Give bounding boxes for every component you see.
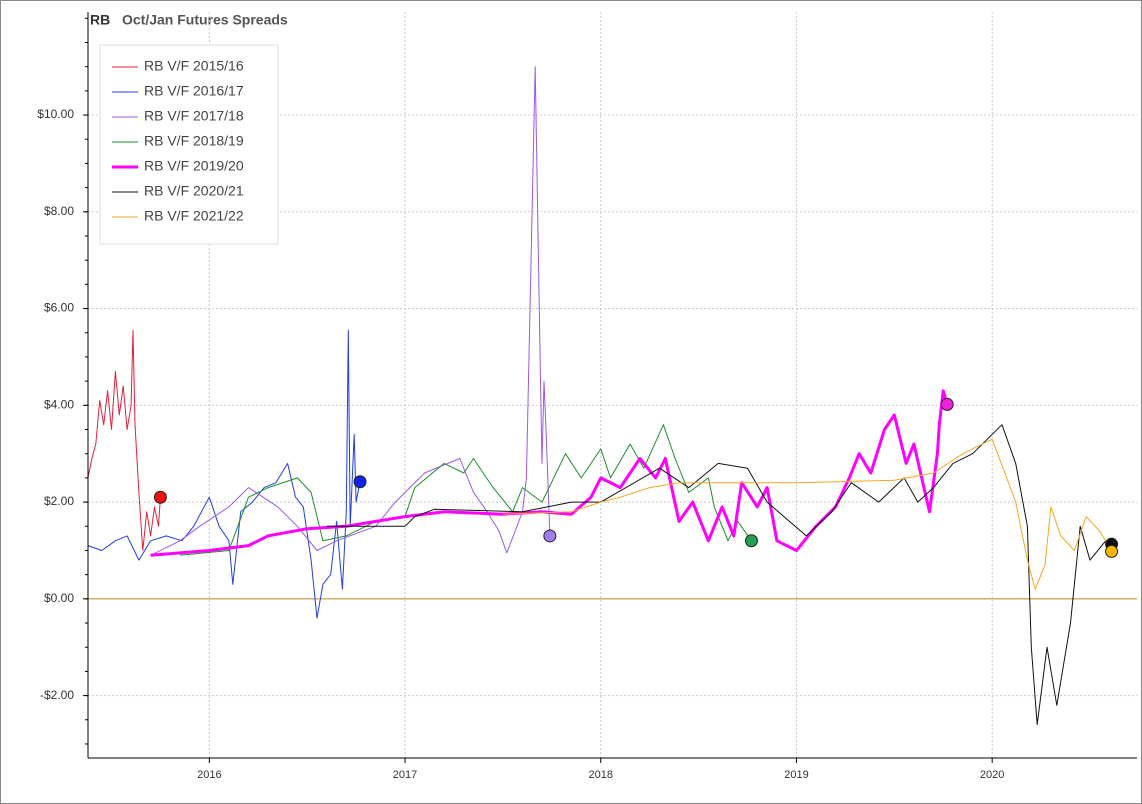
end-marker — [153, 490, 167, 504]
end-marker — [940, 397, 954, 411]
x-tick-label: 2017 — [393, 769, 417, 781]
y-tick-label: $10.00 — [37, 107, 74, 121]
x-tick-label: 2020 — [980, 769, 1004, 781]
legend-box — [99, 44, 279, 245]
axes: -$2.00 $0.00 $2.00 $4.00 $6.00 $8.00 $10.00 201… — [37, 12, 1137, 781]
legend-label: RB V/F 2018/19 — [144, 133, 244, 149]
plot-area — [87, 66, 1137, 726]
y-tick-label: $8.00 — [44, 204, 74, 218]
y-tick-label: $2.00 — [44, 494, 74, 508]
series-line — [87, 329, 161, 551]
series-line — [502, 438, 1113, 590]
legend-label: RB V/F 2020/21 — [144, 183, 244, 199]
legend-label: RB V/F 2017/18 — [144, 108, 244, 124]
legend-label: RB V/F 2019/20 — [144, 158, 244, 174]
grid — [88, 12, 1137, 758]
y-tick-label: -$2.00 — [40, 688, 74, 702]
end-marker — [543, 529, 557, 543]
series-line — [150, 66, 551, 556]
y-tick-label: $0.00 — [44, 591, 74, 605]
legend-label: RB V/F 2015/16 — [144, 58, 244, 74]
series-line — [87, 329, 361, 619]
chart-subtitle: Oct/Jan Futures Spreads — [122, 12, 288, 28]
legend-label: RB V/F 2021/22 — [144, 208, 244, 224]
legend: RB V/F 2015/16 RB V/F 2016/17 RB V/F 2017/… — [99, 44, 279, 245]
end-marker — [1105, 544, 1119, 558]
x-tick-label: 2018 — [589, 769, 613, 781]
series-line — [326, 424, 1112, 726]
end-marker — [744, 534, 758, 548]
series-line — [179, 424, 752, 556]
y-tick-label: $4.00 — [44, 397, 74, 411]
y-tick-label: $6.00 — [44, 301, 74, 315]
chart-title: RB — [90, 12, 110, 28]
end-marker — [353, 475, 367, 489]
x-tick-label: 2016 — [197, 769, 221, 781]
x-tick-label: 2019 — [784, 769, 808, 781]
legend-label: RB V/F 2016/17 — [144, 83, 244, 99]
series-line — [150, 389, 949, 557]
